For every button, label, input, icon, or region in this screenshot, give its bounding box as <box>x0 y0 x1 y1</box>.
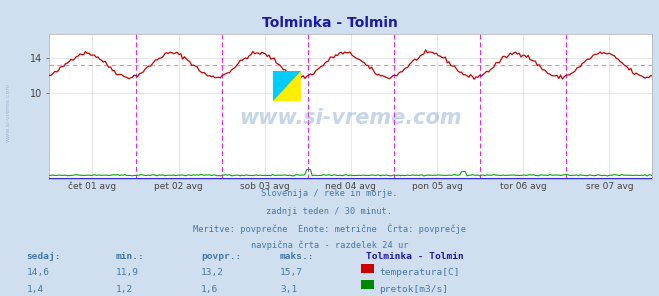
Text: 1,2: 1,2 <box>115 285 132 294</box>
Text: sedaj:: sedaj: <box>26 252 61 261</box>
Text: 1,4: 1,4 <box>26 285 43 294</box>
Text: 11,9: 11,9 <box>115 268 138 277</box>
Text: www.si-vreme.com: www.si-vreme.com <box>5 83 11 142</box>
Bar <box>287 71 301 86</box>
Text: maks.:: maks.: <box>280 252 314 261</box>
Text: 15,7: 15,7 <box>280 268 303 277</box>
Text: Meritve: povprečne  Enote: metrične  Črta: povprečje: Meritve: povprečne Enote: metrične Črta:… <box>193 224 466 234</box>
Text: povpr.:: povpr.: <box>201 252 241 261</box>
Text: Tolminka - Tolmin: Tolminka - Tolmin <box>262 16 397 30</box>
Text: navpična črta - razdelek 24 ur: navpična črta - razdelek 24 ur <box>251 241 408 250</box>
Text: zadnji teden / 30 minut.: zadnji teden / 30 minut. <box>266 207 393 215</box>
Bar <box>273 71 287 86</box>
Text: Tolminka - Tolmin: Tolminka - Tolmin <box>366 252 463 261</box>
Polygon shape <box>273 71 301 101</box>
Text: min.:: min.: <box>115 252 144 261</box>
Text: www.si-vreme.com: www.si-vreme.com <box>240 108 462 128</box>
Polygon shape <box>273 71 301 101</box>
Text: 1,6: 1,6 <box>201 285 218 294</box>
Bar <box>273 86 287 101</box>
Text: pretok[m3/s]: pretok[m3/s] <box>379 285 448 294</box>
Text: 14,6: 14,6 <box>26 268 49 277</box>
Text: 13,2: 13,2 <box>201 268 224 277</box>
Text: temperatura[C]: temperatura[C] <box>379 268 459 277</box>
Text: 3,1: 3,1 <box>280 285 297 294</box>
Text: Slovenija / reke in morje.: Slovenija / reke in morje. <box>261 189 398 198</box>
Bar <box>287 86 301 101</box>
